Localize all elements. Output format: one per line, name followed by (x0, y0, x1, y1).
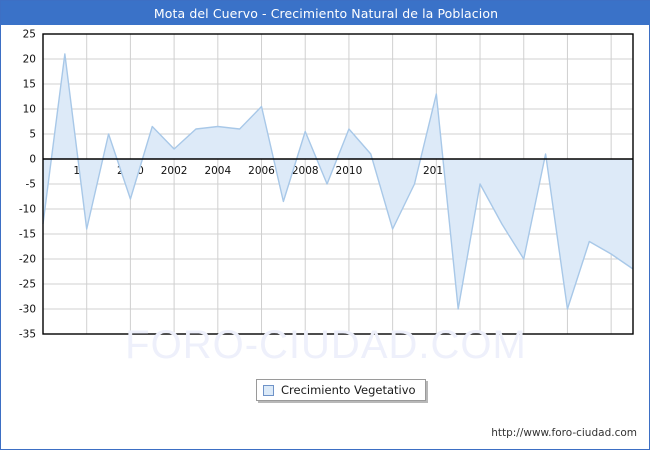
y-axis-tick-label: -25 (19, 279, 36, 291)
plot-border (42, 33, 634, 335)
y-axis-tick-label: -30 (19, 304, 36, 316)
x-axis-tick-label: 2010 (336, 165, 363, 177)
x-axis-tick-label: 2002 (161, 165, 188, 177)
legend-swatch-icon (263, 384, 274, 396)
y-axis-tick-label: 5 (29, 129, 36, 141)
x-axis-tick-label: 2006 (248, 165, 275, 177)
footer-url: http://www.foro-ciudad.com (491, 427, 637, 439)
window-title-bar: Mota del Cuervo - Crecimiento Natural de… (1, 1, 650, 25)
y-axis-tick-label: 10 (23, 104, 36, 116)
chart-area-fill (43, 54, 633, 309)
y-axis-tick-label: 15 (23, 79, 36, 91)
x-axis-tick-label: 2004 (204, 165, 231, 177)
chart-plot-area: 2520151050-5-10-15-20-25-30-351998200020… (1, 25, 650, 451)
line-area-chart: 2520151050-5-10-15-20-25-30-351998200020… (19, 29, 634, 341)
y-axis-tick-label: -15 (19, 229, 36, 241)
chart-legend: Crecimiento Vegetativo (256, 379, 426, 401)
y-axis-tick-label: -5 (26, 179, 36, 191)
y-axis-tick-label: 25 (23, 29, 36, 41)
chart-data-line (42, 53, 634, 310)
y-axis-tick-label: -10 (19, 204, 36, 216)
y-axis-tick-label: 20 (23, 54, 36, 66)
legend-label: Crecimiento Vegetativo (281, 383, 416, 397)
x-axis-tick-label: 2008 (292, 165, 319, 177)
y-axis-tick-label: -20 (19, 254, 36, 266)
y-axis-tick-label: 0 (29, 154, 36, 166)
y-axis-tick-label: -35 (19, 329, 36, 341)
page-title: Mota del Cuervo - Crecimiento Natural de… (153, 5, 499, 21)
